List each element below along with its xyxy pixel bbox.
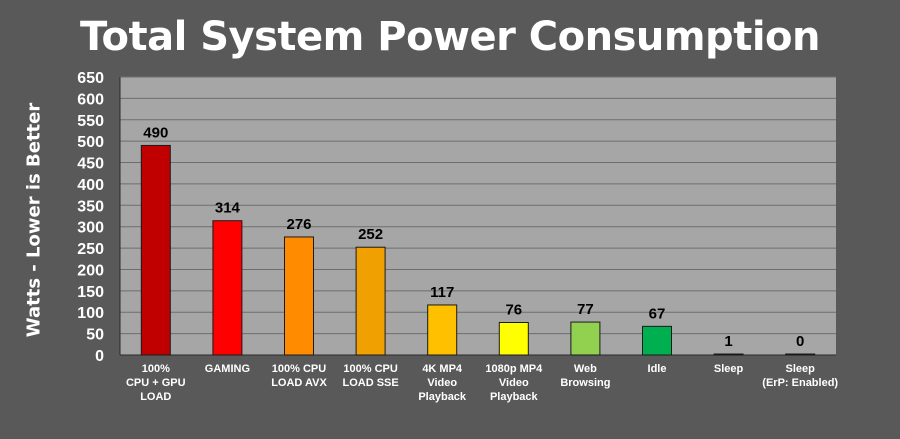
x-tick-label-line: 4K MP4 bbox=[422, 363, 463, 375]
x-tick-label-line: Browsing bbox=[560, 377, 610, 389]
x-tick-label-line: Playback bbox=[490, 391, 539, 403]
y-tick-label: 150 bbox=[77, 284, 104, 301]
x-tick-label-line: 100% CPU bbox=[343, 363, 397, 375]
x-tick-label: Idle bbox=[648, 363, 667, 375]
x-tick-label-line: LOAD bbox=[140, 391, 171, 403]
x-tick-label-line: Video bbox=[427, 377, 457, 389]
x-tick-label-line: LOAD AVX bbox=[271, 377, 327, 389]
bar bbox=[140, 144, 171, 356]
x-tick-label: 4K MP4 Video Playback bbox=[418, 363, 467, 403]
y-tick-label: 300 bbox=[77, 220, 104, 237]
y-tick-label: 400 bbox=[77, 177, 104, 194]
data-label: 67 bbox=[649, 305, 666, 322]
x-tick-label: 100% CPU + GPU LOAD bbox=[126, 363, 186, 403]
data-label: 76 bbox=[505, 301, 522, 318]
data-label: 490 bbox=[143, 124, 168, 141]
x-tick-label: 1080p MP4 Video Playback bbox=[485, 363, 543, 403]
data-label: 252 bbox=[358, 226, 383, 243]
x-tick-label: 100% CPU LOAD SSE bbox=[342, 363, 398, 389]
x-tick-label: GAMING bbox=[205, 363, 250, 375]
y-tick-label: 350 bbox=[77, 198, 104, 215]
bar bbox=[642, 325, 672, 356]
bar bbox=[427, 304, 458, 356]
bar bbox=[713, 353, 744, 356]
data-label: 0 bbox=[796, 333, 804, 350]
x-tick-label-line: CPU + GPU bbox=[126, 377, 186, 389]
data-label: 77 bbox=[577, 301, 594, 318]
y-tick-label: 100 bbox=[77, 305, 104, 322]
x-tick-label-line: Playback bbox=[418, 391, 467, 403]
data-label: 117 bbox=[430, 284, 454, 301]
y-tick-label: 600 bbox=[77, 91, 104, 108]
bar bbox=[212, 220, 243, 356]
y-tick-label: 50 bbox=[86, 327, 104, 344]
x-tick-label-line: Video bbox=[499, 377, 529, 389]
bar bbox=[570, 321, 601, 356]
bar bbox=[284, 236, 314, 356]
chart-title: Total System Power Consumption bbox=[80, 14, 820, 60]
y-tick-label: 450 bbox=[77, 156, 104, 173]
x-tick-label-line: Sleep bbox=[714, 363, 744, 375]
bar bbox=[355, 246, 386, 356]
x-tick-label-line: LOAD SSE bbox=[342, 377, 398, 389]
x-tick-label-line: Web bbox=[574, 363, 597, 375]
x-tick-label: Sleep bbox=[714, 363, 744, 375]
x-tick-label-line: (ErP: Enabled) bbox=[762, 377, 838, 389]
y-tick-label: 250 bbox=[77, 241, 104, 258]
y-tick-label: 550 bbox=[77, 113, 104, 130]
data-label: 276 bbox=[286, 216, 311, 233]
x-tick-label-line: 100% bbox=[142, 363, 170, 375]
y-tick-label: 650 bbox=[77, 70, 104, 87]
y-tick-label: 200 bbox=[77, 262, 104, 279]
y-tick-label: 500 bbox=[77, 134, 104, 151]
x-tick-label: Web Browsing bbox=[560, 363, 610, 389]
data-label: 1 bbox=[724, 333, 732, 350]
y-tick-label: 0 bbox=[95, 348, 104, 365]
bar bbox=[498, 321, 529, 356]
x-tick-label-line: 1080p MP4 bbox=[485, 363, 543, 375]
x-tick-label-line: Sleep bbox=[786, 363, 816, 375]
data-label: 314 bbox=[215, 200, 241, 217]
x-tick-label: Sleep (ErP: Enabled) bbox=[762, 363, 838, 389]
x-tick-label-line: GAMING bbox=[205, 363, 250, 375]
x-tick-label: 100% CPU LOAD AVX bbox=[271, 363, 327, 389]
x-tick-label-line: 100% CPU bbox=[272, 363, 326, 375]
bar bbox=[785, 353, 816, 356]
x-tick-label-line: Idle bbox=[648, 363, 667, 375]
